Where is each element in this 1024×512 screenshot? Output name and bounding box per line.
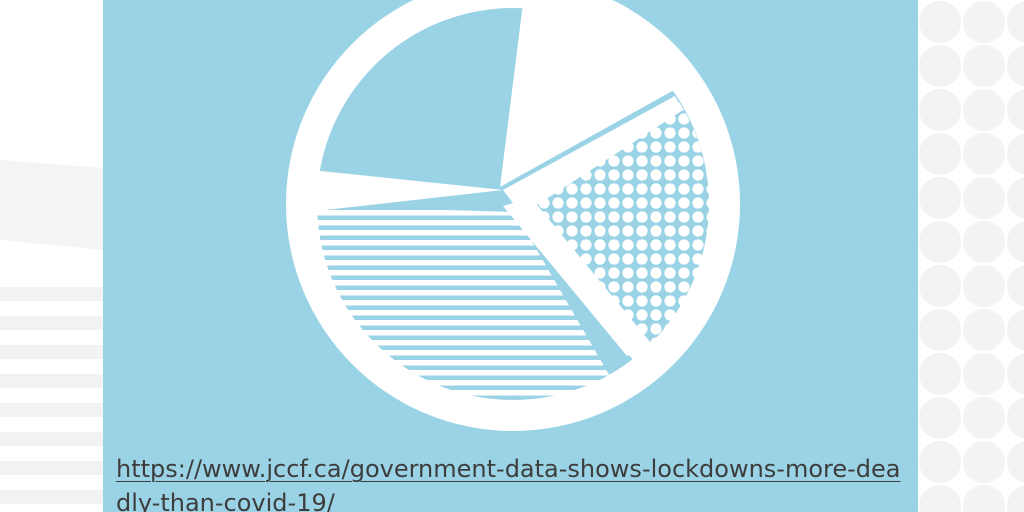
pie-gap-bottom bbox=[503, 200, 649, 356]
pie-slice-striped bbox=[314, 206, 619, 428]
pie-slice-white bbox=[500, 0, 674, 187]
pie-chart-icon bbox=[286, 0, 740, 431]
pie-slice-dotted bbox=[537, 96, 710, 345]
article-link[interactable]: https://www.jccf.ca/government-data-show… bbox=[116, 455, 901, 512]
left-stripes bbox=[0, 160, 103, 504]
right-dots bbox=[918, 0, 1024, 512]
pie-gap-left bbox=[306, 170, 503, 212]
link-preview-card[interactable]: https://www.jccf.ca/government-data-show… bbox=[103, 0, 918, 512]
